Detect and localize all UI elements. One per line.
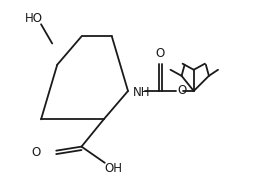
Text: HO: HO — [25, 12, 43, 25]
Text: O: O — [156, 47, 165, 60]
Text: O: O — [32, 146, 41, 159]
Text: O: O — [177, 84, 186, 98]
Text: NH: NH — [133, 86, 151, 98]
Text: OH: OH — [105, 162, 123, 175]
